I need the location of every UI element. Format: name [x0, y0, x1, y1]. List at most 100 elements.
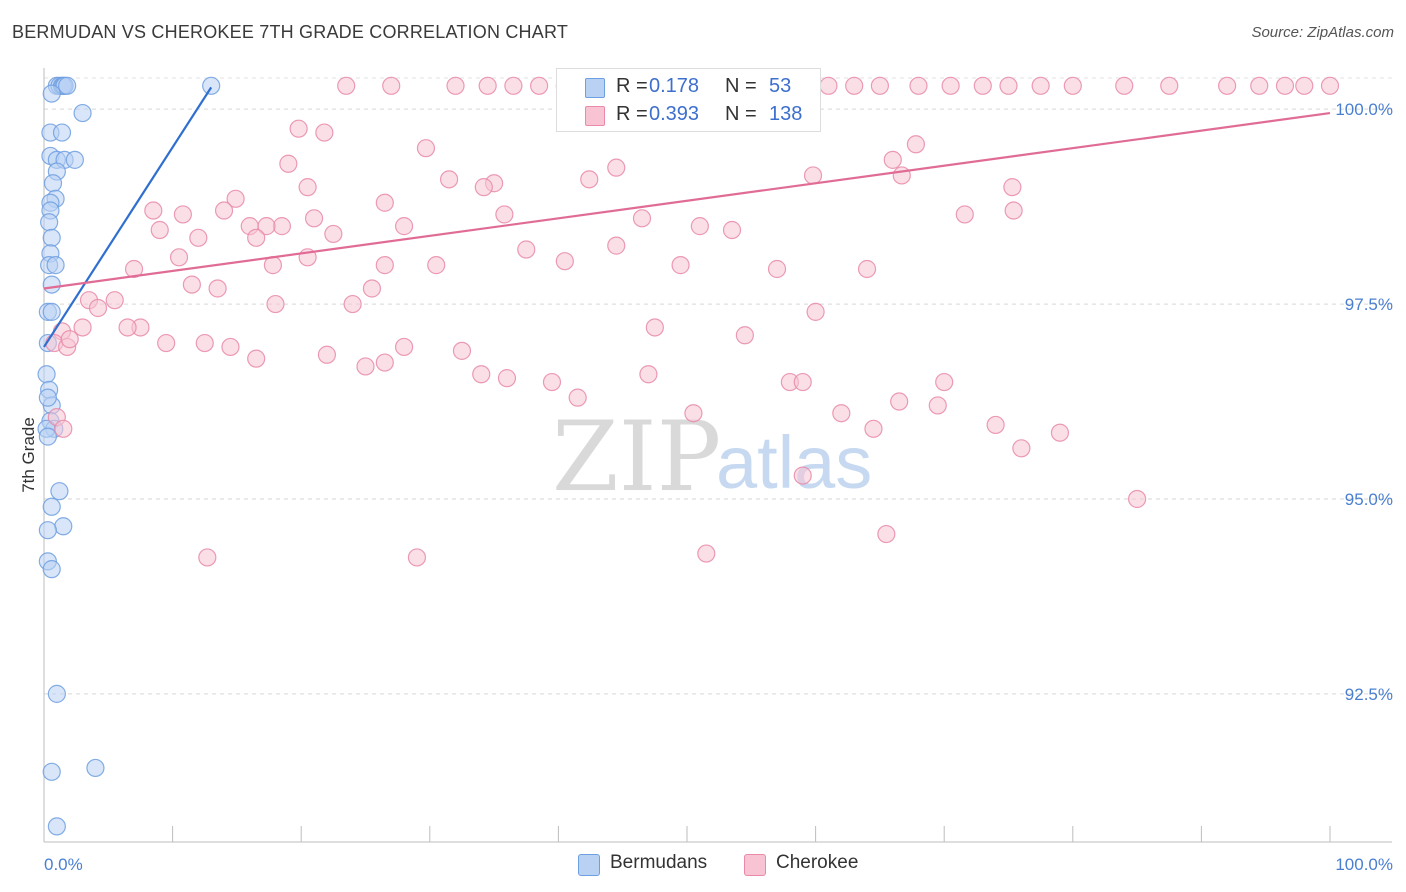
bermudans-point	[50, 482, 69, 501]
cherokee-point	[580, 170, 599, 189]
bermudans-point	[42, 560, 61, 579]
cherokee-point	[324, 224, 343, 244]
cherokee-point	[272, 217, 292, 236]
cherokee-point	[427, 256, 446, 275]
cherokee-point	[474, 178, 493, 197]
x-tick-label-start: 0.0%	[44, 855, 83, 874]
cherokee-point	[607, 236, 626, 255]
grid	[44, 77, 1392, 695]
cherokee-point	[1275, 76, 1295, 95]
cherokee-point	[247, 349, 266, 368]
bermudans-point	[58, 76, 77, 95]
cherokee-point	[169, 248, 189, 267]
cherokee-point	[124, 259, 144, 279]
cherokee-point	[54, 419, 73, 438]
cherokee-point	[247, 228, 266, 247]
cherokee-point	[407, 548, 427, 567]
bermudans-swatch	[578, 854, 600, 876]
watermark-atlas: atlas	[716, 421, 872, 504]
x-tick-label-end: 100.0%	[1335, 855, 1393, 874]
bermudans-point	[52, 123, 72, 142]
bermudans-point	[42, 228, 61, 247]
cherokee-point	[690, 217, 709, 236]
cherokee-point	[857, 259, 877, 279]
cherokee-point	[892, 166, 911, 185]
legend-row-bermudans: R = 0.178 N = 53	[557, 73, 820, 101]
bermudans-point	[42, 275, 61, 294]
y-tick-label: 92.5%	[1345, 685, 1393, 704]
cherokee-point	[356, 357, 375, 376]
cherokee-point	[195, 333, 214, 353]
cherokee-point	[793, 372, 812, 392]
cherokee-point	[1063, 76, 1082, 95]
bermudans-point	[37, 365, 56, 384]
cherokee-point	[343, 294, 362, 314]
cherokee-point	[517, 240, 536, 259]
bermudans-point	[38, 521, 57, 540]
cherokee-point	[198, 548, 217, 567]
cherokee-point	[504, 76, 523, 95]
bermudans-point	[38, 388, 57, 407]
cherokee-point	[845, 76, 864, 95]
cherokee-point	[382, 76, 401, 95]
cherokee-point	[298, 178, 317, 197]
cherokee-point	[375, 193, 394, 212]
cherokee-point	[1250, 76, 1269, 95]
n-label: N =	[725, 75, 757, 97]
cherokee-point	[472, 365, 491, 384]
cherokee-point	[150, 220, 169, 240]
cherokee-point	[568, 388, 587, 407]
r-value: 0.178	[649, 75, 700, 97]
cherokee-point	[173, 205, 192, 224]
bermudans-point	[73, 103, 92, 123]
cherokee-point	[73, 318, 92, 337]
cherokee-point	[337, 76, 356, 95]
cherokee-point	[257, 217, 276, 236]
n-value: 53	[769, 75, 792, 97]
cherokee-point	[315, 123, 334, 142]
cherokee-point	[1004, 201, 1023, 220]
cherokee-point	[632, 209, 652, 228]
cherokee-point	[208, 279, 227, 298]
bermudans-point	[47, 817, 66, 836]
bermudans-point	[42, 302, 61, 321]
trend-lines	[43, 86, 1331, 348]
y-tick-label: 97.5%	[1345, 295, 1393, 314]
cherokee-point	[495, 205, 514, 224]
source-label: Source: ZipAtlas.com	[1251, 24, 1394, 41]
cherokee-point	[478, 76, 497, 95]
cherokee-point	[819, 76, 838, 95]
cherokee-point	[394, 217, 414, 236]
cherokee-point	[684, 404, 703, 423]
cherokee-point	[999, 76, 1018, 95]
cherokee-point	[226, 189, 245, 208]
cherokee-point	[144, 201, 163, 220]
cherokee-point	[935, 372, 954, 392]
cherokee-point	[955, 205, 974, 224]
cherokee-point	[189, 228, 208, 247]
cherokee-point	[986, 415, 1005, 435]
cherokee-point	[906, 135, 926, 154]
chart-title: BERMUDAN VS CHEROKEE 7TH GRADE CORRELATI…	[12, 22, 569, 42]
cherokee-point	[1218, 76, 1237, 95]
cherokee-point	[1050, 423, 1070, 442]
cherokee-point	[542, 372, 562, 392]
bermudans-point	[42, 762, 61, 781]
data-points	[37, 76, 1340, 836]
cherokee-point	[279, 154, 298, 173]
cherokee-point	[803, 166, 823, 185]
cherokee-point	[221, 337, 240, 357]
bermudans-point	[38, 427, 57, 446]
cherokee-point	[317, 345, 337, 364]
cherokee-point	[555, 252, 574, 271]
r-label: R =	[616, 75, 648, 97]
cherokee-point	[497, 369, 517, 388]
cherokee-point	[452, 341, 472, 360]
bermudans-point	[46, 256, 65, 275]
cherokee-point	[1160, 76, 1179, 95]
cherokee-point	[157, 333, 176, 353]
y-tick-label: 95.0%	[1345, 490, 1393, 509]
cherokee-point	[375, 256, 394, 275]
cherokee-point	[289, 119, 308, 138]
cherokee-point	[877, 524, 896, 544]
